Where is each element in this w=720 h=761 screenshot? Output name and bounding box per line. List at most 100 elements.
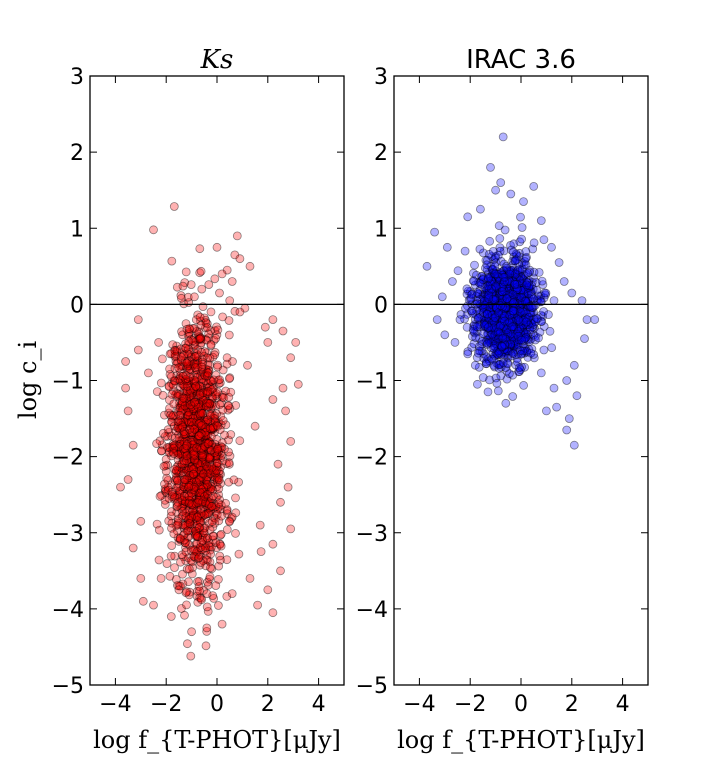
data-point [183,482,193,492]
data-point [193,365,203,375]
data-point [182,520,191,530]
data-point [179,440,189,450]
data-point [212,458,222,468]
data-point [176,371,185,381]
data-point [207,442,217,452]
data-point [182,362,192,372]
data-point [188,404,198,414]
data-point [190,521,200,531]
data-point [187,438,197,448]
data-point [212,510,222,520]
data-point [163,443,172,452]
data-point [193,383,203,393]
data-point [212,434,222,444]
data-point [180,458,189,468]
data-point [182,450,192,460]
data-point [196,340,205,350]
data-point [212,482,222,492]
data-point [174,441,184,451]
data-point [582,315,592,325]
data-point [208,383,218,393]
data-point [214,473,224,483]
data-point [163,475,173,485]
data-point [177,441,186,451]
data-point [545,326,555,336]
data-point [184,328,194,338]
data-point [213,504,223,514]
data-point [205,409,215,419]
data-point [200,496,210,505]
data-point [184,532,193,542]
data-point [179,520,189,530]
data-point [212,393,222,403]
data-point [175,398,185,408]
data-point [204,466,214,476]
data-point [200,492,210,501]
data-point [200,492,210,502]
data-point [213,477,222,487]
data-point [195,488,205,498]
x-tick-label: −2 [150,692,182,717]
data-point [180,429,190,439]
data-point [218,312,228,322]
y-tick-label: 0 [374,293,388,318]
data-point [175,416,185,426]
data-point [169,399,179,409]
data-point [197,374,207,384]
data-point [200,506,210,516]
data-point [200,370,210,380]
data-point [196,491,206,501]
data-point [187,492,197,502]
data-point [200,371,210,381]
data-point [189,469,199,479]
data-point [199,413,209,423]
data-point [193,351,203,360]
data-point [184,472,194,482]
data-point [180,610,189,620]
data-point [194,463,204,473]
data-point [200,442,210,451]
data-point [197,362,207,372]
data-point [201,334,211,344]
data-point [493,327,503,337]
data-point [187,443,197,453]
data-point [190,352,200,361]
data-point [183,526,193,536]
data-point [172,483,182,493]
data-point [481,359,491,369]
data-point [178,371,188,381]
data-point [188,428,198,438]
data-point [205,375,215,385]
data-point [196,497,206,507]
data-point [189,399,199,409]
data-point [202,322,212,332]
data-point [172,499,182,509]
data-point [178,405,188,415]
data-point [209,467,219,477]
data-point [213,601,223,610]
data-point [293,379,303,389]
data-point [198,386,208,396]
data-point [494,221,504,231]
data-point [177,446,186,456]
data-point [181,319,191,329]
data-point [194,477,204,487]
data-point [203,481,212,491]
data-point [180,538,190,548]
data-point [196,406,206,415]
data-point [182,396,192,406]
data-point [178,433,188,443]
data-point [187,442,197,452]
data-point [171,575,181,584]
data-point [193,445,203,454]
data-point [203,387,212,397]
data-point [194,448,204,457]
data-point [193,383,203,393]
data-point [199,383,209,393]
data-point [193,479,203,488]
data-point [205,545,215,555]
data-point [178,404,188,414]
data-point [278,383,288,393]
data-point [207,564,217,574]
data-point [182,451,192,461]
